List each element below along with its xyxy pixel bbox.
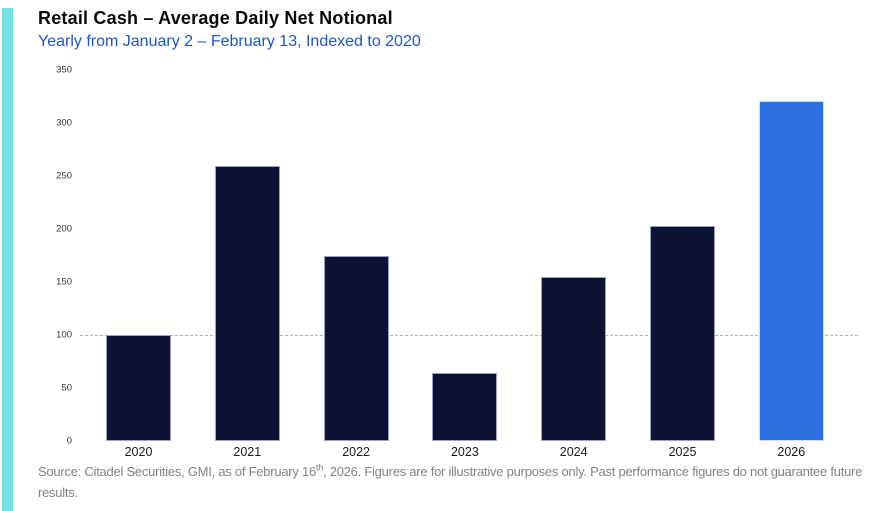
- x-axis-label-2021: 2021: [233, 445, 262, 459]
- bar-2022: [323, 255, 389, 441]
- bar-2025: [650, 225, 715, 441]
- footnote-text-end: , 2026. Figures are for illustrative pur…: [38, 464, 863, 500]
- y-axis-tick-label-350: 350: [56, 64, 72, 76]
- x-axis-label-2026: 2026: [777, 445, 806, 459]
- bar-2023: [432, 373, 498, 441]
- x-axis-label-2020: 2020: [124, 445, 153, 459]
- bar-2026: [758, 100, 824, 441]
- bar-2024: [541, 276, 607, 441]
- y-axis-tick-label-300: 300: [56, 117, 72, 129]
- chart-subtitle: Yearly from January 2 – February 13, Ind…: [38, 33, 421, 50]
- accent-stripe: [2, 8, 13, 511]
- x-axis-label-2025: 2025: [668, 445, 697, 459]
- y-axis-tick-label-100: 100: [56, 329, 72, 341]
- y-axis-tick-label-0: 0: [66, 435, 72, 447]
- footnote-superscript: th: [315, 462, 323, 473]
- y-axis-tick-label-200: 200: [56, 223, 72, 235]
- source-footnote: Source: Citadel Securities, GMI, as of F…: [38, 461, 870, 503]
- reference-gridline-100: [80, 335, 858, 336]
- x-axis-label-2024: 2024: [559, 445, 588, 459]
- footnote-text-start: Source: Citadel Securities, GMI, as of F…: [38, 464, 316, 479]
- y-axis-tick-label-50: 50: [61, 382, 72, 394]
- y-axis-tick-label-150: 150: [56, 276, 72, 288]
- bar-2021: [214, 166, 280, 441]
- y-axis-tick-label-250: 250: [56, 170, 72, 182]
- chart-title: Retail Cash – Average Daily Net Notional: [38, 8, 393, 28]
- x-axis-label-2022: 2022: [342, 445, 370, 459]
- x-axis-label-2023: 2023: [450, 445, 479, 459]
- bar-2020: [106, 335, 171, 441]
